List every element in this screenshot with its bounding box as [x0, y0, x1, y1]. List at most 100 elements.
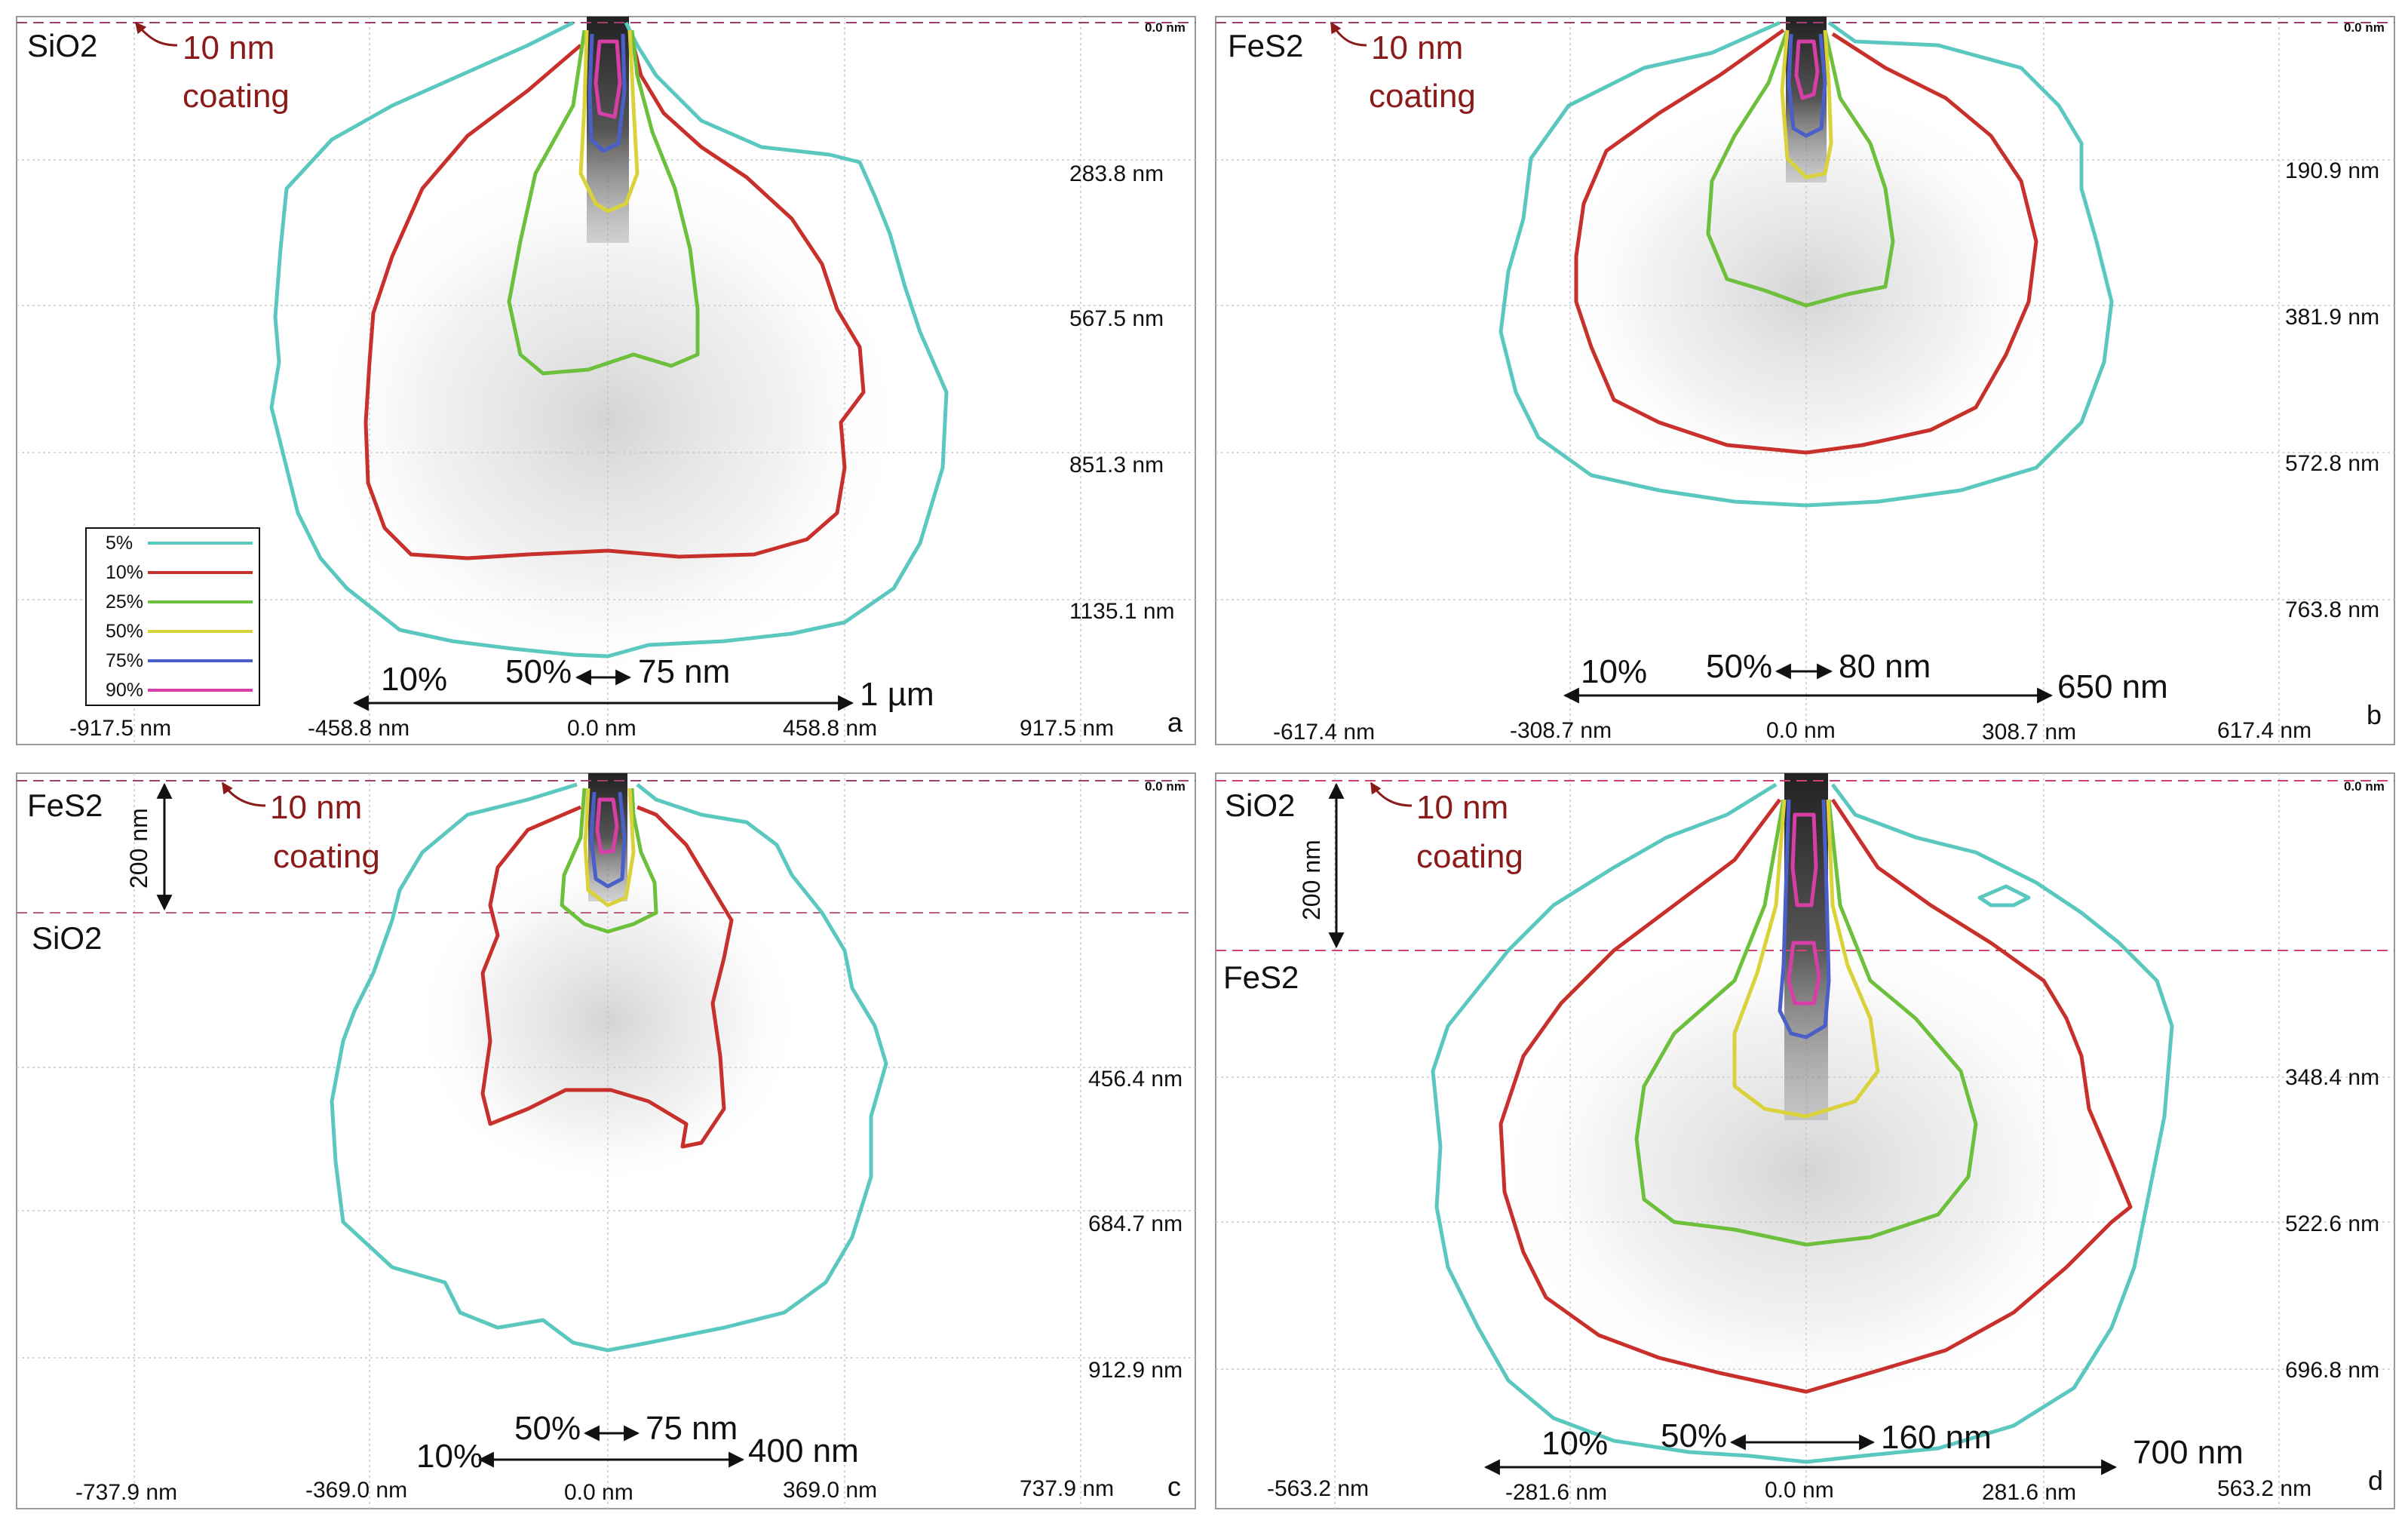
- panel-d-outer-pct: 10%: [1541, 1425, 1608, 1462]
- panel-d-y-tick-3: 696.8 nm: [2285, 1358, 2379, 1383]
- panel-d-coating-line1: 10 nm: [1416, 789, 1508, 826]
- panel-a-letter: a: [1167, 707, 1183, 738]
- panel-d-contour-75: [1778, 799, 1831, 1039]
- panel-a-material-top: SiO2: [27, 28, 97, 63]
- panel-c-glow: [412, 830, 804, 1177]
- panel-c-x-tick-0: -737.9 nm: [75, 1480, 177, 1505]
- panel-d-coating-arrow: [1370, 781, 1413, 807]
- panel-d-beam: [1784, 773, 1828, 1120]
- panel-c-y-tick-2: 684.7 nm: [1088, 1211, 1183, 1236]
- panel-c-contour-5: [330, 782, 888, 1353]
- panel-d-glow: [1489, 898, 2123, 1396]
- panel-a-inner-pct: 50%: [505, 653, 572, 690]
- panel-b-glow: [1550, 60, 2063, 483]
- panel-d-letter: d: [2368, 1465, 2383, 1496]
- panel-d-contour-5-island: [1977, 884, 2031, 907]
- panel-b-coating-line1: 10 nm: [1371, 29, 1463, 66]
- panel-a-inner-width: 75 nm: [638, 653, 730, 690]
- panel-b-x-tick-4: 617.4 nm: [2217, 718, 2311, 743]
- panel-a-coating-arrow: [134, 21, 178, 47]
- panel-b-outer-pct: 10%: [1581, 653, 1647, 690]
- panel-c-material-top: FeS2: [27, 788, 103, 823]
- panel-d-inner-width: 160 nm: [1881, 1419, 1992, 1456]
- panel-a-y-tick-2: 567.5 nm: [1069, 306, 1164, 331]
- panel-a-contour-50: [578, 29, 640, 213]
- panel-c-coating-line2: coating: [273, 838, 380, 875]
- panel-a-contour-10: [364, 44, 866, 560]
- panel-c-coating-line1: 10 nm: [270, 789, 362, 826]
- panel-d-material-top: SiO2: [1225, 788, 1295, 823]
- panel-b-x-tick-2: 0.0 nm: [1766, 718, 1836, 743]
- panel-b-y-tick-0: 0.0 nm: [2344, 20, 2385, 35]
- panel-a-contour-5: [269, 20, 949, 659]
- panel-b-inner-width: 80 nm: [1839, 648, 1931, 685]
- panel-b-contour-90: [1794, 39, 1820, 100]
- legend-label-50: 50%: [106, 621, 143, 642]
- legend-label-25: 25%: [106, 591, 143, 613]
- panel-c-y-tick-1: 456.4 nm: [1088, 1067, 1183, 1092]
- panel-c-x-tick-2: 0.0 nm: [564, 1480, 633, 1505]
- panel-d-x-tick-2: 0.0 nm: [1765, 1478, 1834, 1503]
- panel-c-x-tick-1: -369.0 nm: [305, 1478, 407, 1503]
- panel-a-contour-25: [507, 29, 700, 376]
- panel-b-inner-pct: 50%: [1706, 648, 1772, 685]
- panel-b-contour-10: [1574, 28, 2038, 455]
- panel-d-contour-25: [1634, 799, 1978, 1247]
- panel-a-contour-90: [594, 39, 622, 119]
- panel-d-y-tick-2: 522.6 nm: [2285, 1211, 2379, 1236]
- panel-c-letter: c: [1167, 1471, 1181, 1502]
- panel-d-contour-5: [1431, 782, 2174, 1464]
- panel-a-y-tick-0: 0.0 nm: [1145, 20, 1186, 35]
- panel-d: 0.0 nm SiO2 FeS2 200 nm 10 nm coating 34…: [1215, 772, 2395, 1509]
- panel-c-contour-50: [583, 788, 636, 907]
- panel-d-x-tick-3: 281.6 nm: [1982, 1480, 2076, 1505]
- panel-b-contour-25: [1706, 29, 1895, 308]
- panel-b-material-top: FeS2: [1228, 28, 1303, 63]
- panel-d-contour-50: [1732, 799, 1880, 1119]
- panel-d-outer-width: 700 nm: [2133, 1434, 2244, 1471]
- panel-c-x-tick-4: 737.9 nm: [1020, 1476, 1114, 1501]
- panel-a-coating-line2: coating: [183, 78, 290, 115]
- panel-c-contour-10: [480, 805, 734, 1149]
- panel-c-material-bottom: SiO2: [32, 920, 102, 956]
- panel-c: 0.0 nm FeS2 SiO2 200 nm 10 nm coating 45…: [16, 772, 1196, 1509]
- panel-a-outer-width: 1 µm: [860, 676, 934, 713]
- panel-b-x-tick-0: -617.4 nm: [1273, 720, 1375, 745]
- panel-c-thickness-label: 200 nm: [125, 808, 152, 889]
- panel-d-coating-line2: coating: [1416, 838, 1523, 875]
- panel-c-contour-25: [560, 788, 658, 934]
- panel-a-x-tick-4: 917.5 nm: [1020, 716, 1114, 741]
- panel-b-contour-75: [1787, 33, 1827, 138]
- panel-b-coating-arrow: [1330, 21, 1367, 47]
- panel-d-x-tick-1: -281.6 nm: [1505, 1480, 1607, 1505]
- panel-a-x-tick-3: 458.8 nm: [783, 716, 877, 741]
- panel-a-coating-line1: 10 nm: [183, 29, 275, 66]
- panel-b-y-tick-1: 190.9 nm: [2285, 158, 2379, 183]
- panel-c-contour-75: [589, 791, 627, 889]
- panel-d-contour-90b: [1787, 941, 1821, 1006]
- panel-a-legend: 5% 10% 25% 50% 75% 90%: [85, 527, 260, 706]
- panel-b: 0.0 nm FeS2 10 nm coating 190.9 nm 381.9…: [1215, 16, 2395, 745]
- panel-d-inner-pct: 50%: [1661, 1417, 1727, 1454]
- panel-d-y-tick-1: 348.4 nm: [2285, 1065, 2379, 1090]
- panel-a-y-tick-1: 283.8 nm: [1069, 161, 1164, 186]
- panel-b-coating-line2: coating: [1369, 78, 1476, 115]
- panel-a-outer-pct: 10%: [381, 661, 447, 698]
- panel-c-outer-pct: 10%: [416, 1438, 483, 1475]
- panel-b-grid: [1216, 17, 2394, 745]
- panel-c-contour-90: [595, 797, 619, 855]
- panel-c-outer-width: 400 nm: [748, 1432, 859, 1469]
- panel-b-x-tick-3: 308.7 nm: [1982, 720, 2076, 745]
- panel-b-contour-50: [1780, 29, 1833, 180]
- panel-a: 0.0 nm SiO2 10 nm coating 283.8 nm 567.5…: [16, 16, 1196, 745]
- panel-c-x-tick-3: 369.0 nm: [783, 1478, 877, 1503]
- panel-c-y-tick-3: 912.9 nm: [1088, 1358, 1183, 1383]
- panel-d-contour-90a: [1790, 812, 1818, 907]
- panel-d-contour-10: [1498, 798, 2133, 1394]
- panel-b-letter: b: [2367, 699, 2382, 730]
- panel-b-y-tick-2: 381.9 nm: [2285, 305, 2379, 330]
- panel-b-y-tick-4: 763.8 nm: [2285, 597, 2379, 622]
- legend-label-75: 75%: [106, 650, 143, 671]
- panel-b-x-tick-1: -308.7 nm: [1510, 718, 1612, 743]
